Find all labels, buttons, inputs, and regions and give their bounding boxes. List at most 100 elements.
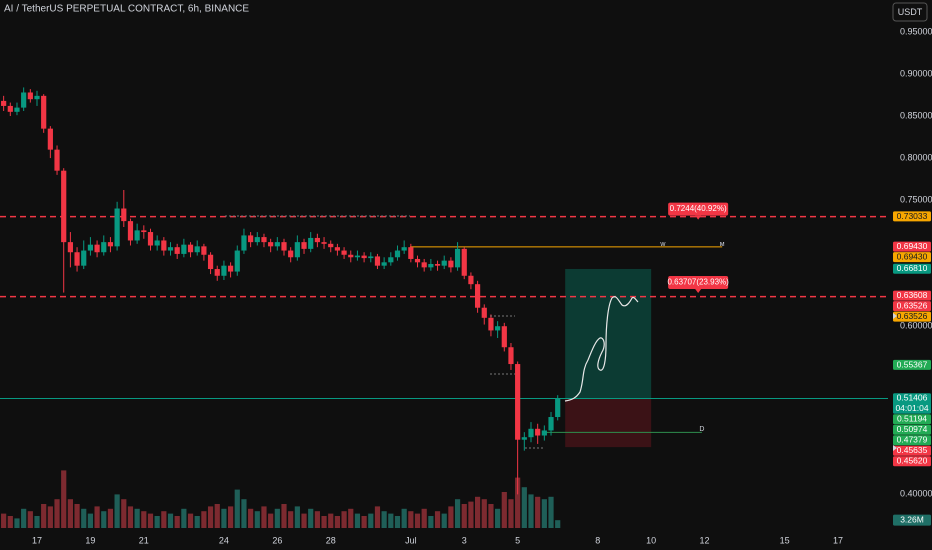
volume-tag-label: 3.26M [900, 514, 924, 524]
x-tick-label: 8 [595, 535, 600, 545]
volume-bar [441, 513, 447, 528]
candle-body [7, 105, 13, 112]
y-tick-label: 0.85000 [900, 110, 932, 120]
candle-body [187, 244, 194, 253]
candle-body [107, 242, 114, 247]
candle-body [495, 326, 501, 331]
price-tag-label: 0.73033 [897, 211, 928, 221]
volume-bar [147, 513, 154, 528]
price-tag [893, 301, 931, 312]
volume-bar [7, 516, 13, 528]
candle-body [348, 254, 354, 258]
volume-bar [161, 511, 167, 528]
x-tick-label: 12 [700, 535, 710, 545]
candle-body [441, 260, 447, 266]
candle-body [555, 398, 561, 418]
forecast-sketch [564, 296, 639, 402]
price-tag-label: 0.47379 [897, 435, 928, 445]
stop-zone [565, 398, 652, 448]
candle-body [154, 240, 160, 246]
candle-body [408, 247, 414, 259]
candle-body [535, 428, 541, 436]
volume-bar [101, 511, 107, 528]
price-tag-label: 0.66810 [897, 263, 928, 273]
volume-bar [261, 506, 267, 528]
candle-body [388, 257, 394, 263]
price-tag-label: 0.51194 [897, 414, 927, 424]
candle-body [227, 265, 234, 272]
volume-bar [434, 511, 441, 528]
y-tick-label: 0.80000 [900, 152, 932, 162]
price-tag-label: 0.63526 [897, 301, 928, 311]
volume-bar [474, 496, 481, 528]
axis-layer: 0.95000 0.90000 0.85000 0.80000 0.75000 0.600… [32, 26, 932, 545]
volume-bar [114, 494, 120, 528]
volume-bar [468, 501, 474, 528]
candle-body [515, 364, 521, 440]
candle-body [87, 244, 94, 251]
volume-bar [528, 494, 534, 528]
candle-body [448, 260, 454, 268]
candle-body [361, 255, 367, 259]
candle-body [1, 100, 7, 106]
callout-pointer [695, 289, 702, 294]
price-tag [893, 252, 931, 263]
volume-bar [254, 511, 260, 528]
candle-body [354, 255, 361, 258]
callout-box [668, 202, 729, 216]
candle-body [214, 269, 220, 276]
x-tick-label: 10 [646, 535, 656, 545]
candle-body [207, 254, 214, 270]
candle-body [461, 248, 467, 276]
volume-bar [127, 506, 134, 528]
volume-bar [341, 511, 347, 528]
candle-body [141, 230, 147, 233]
callout-pointer [695, 215, 702, 220]
candle-body [221, 265, 227, 276]
candle-body [274, 242, 280, 247]
price-tag [893, 290, 931, 301]
candle-body [47, 128, 53, 150]
volume-bar [41, 504, 47, 528]
y-tick-label: 0.75000 [900, 194, 932, 204]
volume-bar [47, 506, 53, 528]
volume-bar [421, 508, 427, 528]
volume-bar [94, 506, 100, 528]
candle-body [308, 237, 314, 249]
volume-bar [181, 508, 187, 528]
price-tag [893, 456, 931, 467]
volume-bar [321, 516, 327, 528]
candle-body [21, 92, 27, 108]
candle-body [234, 250, 240, 272]
y-tick-label: 0.90000 [900, 68, 932, 78]
candle-body [428, 264, 434, 268]
candle-body [94, 244, 100, 253]
currency-button[interactable] [892, 2, 928, 22]
candle-body [121, 208, 127, 222]
line-label: w [659, 241, 666, 248]
candle-body [281, 242, 287, 251]
price-tag [893, 414, 931, 425]
volume-bar [488, 504, 494, 528]
volume-bar [408, 511, 414, 528]
price-tag-label: 0.51406 [897, 393, 928, 403]
price-tag-label: 0.45620 [897, 456, 928, 466]
volume-bar [107, 508, 114, 528]
volume-bar [121, 499, 127, 528]
price-tag-label: 0.50974 [897, 424, 928, 434]
candle-body [14, 107, 20, 112]
volume-bar [301, 513, 307, 528]
volume-bar [21, 508, 27, 528]
candle-body [261, 237, 267, 243]
candle-body [474, 284, 481, 308]
currency-label[interactable]: USDT [898, 7, 923, 17]
y-tick-label: 0.95000 [900, 26, 932, 36]
candle-body [521, 437, 527, 440]
volume-bar [495, 508, 501, 528]
volume-bar [201, 511, 207, 528]
volume-bar [61, 470, 67, 528]
x-tick-label: 15 [780, 535, 790, 545]
volume-bar [428, 516, 434, 528]
volume-bar [414, 513, 421, 528]
